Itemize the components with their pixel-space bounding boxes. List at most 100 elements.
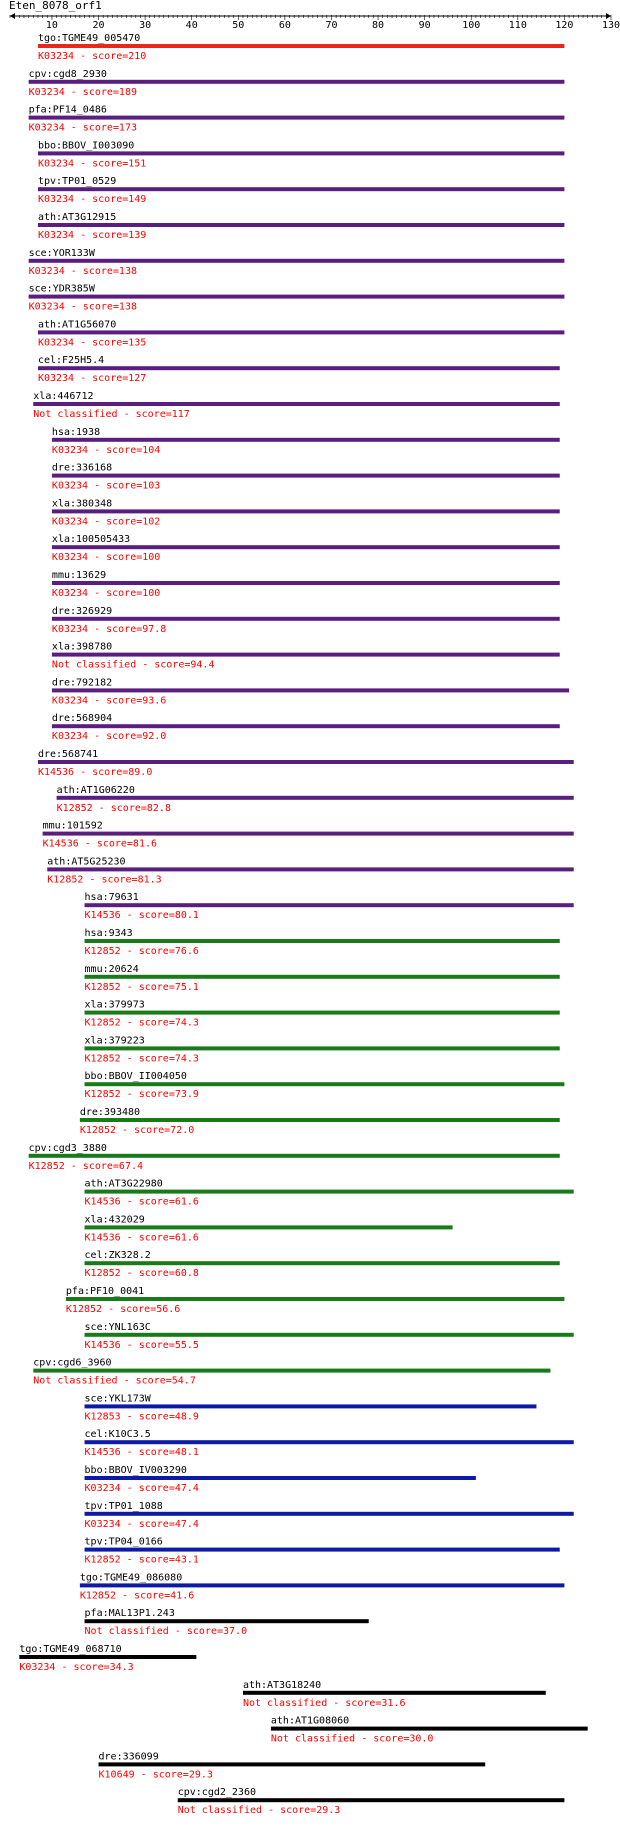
hit-bar[interactable] <box>84 1261 560 1266</box>
hit-bar[interactable] <box>37 151 565 156</box>
hit-row[interactable]: tgo:TGME49_086080 K12852 - score=41.6 <box>79 1572 565 1601</box>
hit-row[interactable]: ath:AT1G56070 K03234 - score=135 <box>37 319 565 348</box>
hit-row[interactable]: hsa:1938 K03234 - score=104 <box>51 427 560 456</box>
hit-bar[interactable] <box>33 1368 551 1373</box>
hit-bar[interactable] <box>37 330 565 335</box>
hit-row[interactable]: sce:YKL173W K12853 - score=48.9 <box>84 1393 537 1422</box>
hit-row[interactable]: cel:K10C3.5 K14536 - score=48.1 <box>84 1429 574 1458</box>
hit-bar[interactable] <box>84 1332 574 1337</box>
hit-row[interactable]: dre:393480 K12852 - score=72.0 <box>79 1107 560 1136</box>
hit-row[interactable]: xla:379973 K12852 - score=74.3 <box>84 1000 560 1029</box>
hit-bar[interactable] <box>84 1619 369 1624</box>
hit-row[interactable]: cpv:cgd3_3880 K12852 - score=67.4 <box>28 1143 560 1172</box>
hit-row[interactable]: cpv:cgd2_2360 Not classified - score=29.3 <box>177 1787 565 1816</box>
hit-row[interactable]: cpv:cgd6_3960 Not classified - score=54.7 <box>33 1358 551 1387</box>
hit-bar[interactable] <box>51 688 570 693</box>
hit-row[interactable]: cpv:cgd8_2930 K03234 - score=189 <box>28 69 565 98</box>
hit-row[interactable]: xla:432029 K14536 - score=61.6 <box>84 1214 453 1243</box>
hit-row[interactable]: sce:YNL163C K14536 - score=55.5 <box>84 1322 574 1351</box>
hit-row[interactable]: ath:AT3G18240 Not classified - score=31.6 <box>242 1680 546 1709</box>
hit-bar[interactable] <box>242 1690 546 1695</box>
hit-bar[interactable] <box>51 581 560 585</box>
hit-row[interactable]: dre:336099 K10649 - score=29.3 <box>98 1751 486 1780</box>
hit-bar[interactable] <box>28 258 565 263</box>
hit-bar[interactable] <box>42 831 574 836</box>
hit-bar[interactable] <box>51 616 560 621</box>
hit-row[interactable]: ath:AT3G12915 K03234 - score=139 <box>37 212 565 241</box>
hit-row[interactable]: bbo:BBOV_IV003290 K03234 - score=47.4 <box>84 1465 476 1494</box>
hit-row[interactable]: ath:AT5G25230 K12852 - score=81.3 <box>47 856 574 885</box>
hit-row[interactable]: dre:568741 K14536 - score=89.0 <box>37 749 574 778</box>
hit-bar[interactable] <box>51 509 560 514</box>
hit-row[interactable]: dre:336168 K03234 - score=103 <box>51 463 560 492</box>
hit-row[interactable]: pfa:PF14_0486 K03234 - score=173 <box>28 105 565 134</box>
hit-row[interactable]: cel:ZK328.2 K12852 - score=60.8 <box>84 1250 560 1279</box>
hit-bar[interactable] <box>84 1082 565 1087</box>
hit-row[interactable]: dre:792182 K03234 - score=93.6 <box>51 677 570 706</box>
hit-row[interactable]: sce:YDR385W K03234 - score=138 <box>28 284 565 313</box>
hit-bar[interactable] <box>19 1655 197 1659</box>
hit-bar[interactable] <box>51 545 560 550</box>
hit-bar[interactable] <box>84 1511 574 1516</box>
hit-bar[interactable] <box>177 1798 565 1803</box>
hit-bar[interactable] <box>28 294 565 299</box>
hit-row[interactable]: xla:446712 Not classified - score=117 <box>33 391 560 420</box>
hit-bar[interactable] <box>56 795 574 800</box>
hit-bar[interactable] <box>84 1440 574 1445</box>
hit-bar[interactable] <box>51 437 560 442</box>
hit-row[interactable]: bbo:BBOV_I003090 K03234 - score=151 <box>37 140 565 169</box>
hit-bar[interactable] <box>84 1189 574 1194</box>
hit-bar[interactable] <box>51 724 560 729</box>
hit-row[interactable]: mmu:101592 K14536 - score=81.6 <box>42 821 574 850</box>
hit-bar[interactable] <box>84 939 560 943</box>
hit-row[interactable]: xla:398780 Not classified - score=94.4 <box>51 642 560 671</box>
hit-bar[interactable] <box>84 1404 537 1409</box>
hit-row[interactable]: mmu:13629 K03234 - score=100 <box>51 570 560 599</box>
hit-bar[interactable] <box>65 1297 565 1301</box>
hit-bar[interactable] <box>33 402 560 406</box>
hit-bar[interactable] <box>47 867 574 872</box>
hit-row[interactable]: tpv:TP01_1088 K03234 - score=47.4 <box>84 1501 574 1530</box>
hit-bar[interactable] <box>79 1583 565 1588</box>
hit-row[interactable]: xla:379223 K12852 - score=74.3 <box>84 1035 560 1064</box>
hit-row[interactable]: xla:100505433 K03234 - score=100 <box>51 534 560 563</box>
hit-bar[interactable] <box>37 187 565 192</box>
hit-bar[interactable] <box>79 1118 560 1122</box>
hit-bar[interactable] <box>98 1762 486 1767</box>
hit-row[interactable]: hsa:9343 K12852 - score=76.6 <box>84 928 560 957</box>
hit-row[interactable]: tpv:TP04_0166 K12852 - score=43.1 <box>84 1537 560 1566</box>
hit-row[interactable]: pfa:PF10_0041 K12852 - score=56.6 <box>65 1286 565 1315</box>
hit-row[interactable]: bbo:BBOV_II004050 K12852 - score=73.9 <box>84 1071 565 1100</box>
hit-bar[interactable] <box>28 115 565 120</box>
hit-bar[interactable] <box>84 1547 560 1552</box>
hit-bar[interactable] <box>28 1153 560 1158</box>
hit-row[interactable]: ath:AT3G22980 K14536 - score=61.6 <box>84 1179 574 1208</box>
hit-bar[interactable] <box>51 473 560 478</box>
hit-row[interactable]: hsa:79631 K14536 - score=80.1 <box>84 892 574 921</box>
hit-row[interactable]: mmu:20624 K12852 - score=75.1 <box>84 964 560 993</box>
hit-row[interactable]: xla:380348 K03234 - score=102 <box>51 498 560 527</box>
hit-bar[interactable] <box>37 366 560 371</box>
hit-bar[interactable] <box>37 223 565 227</box>
hit-bar[interactable] <box>84 1476 476 1480</box>
hit-row[interactable]: sce:YOR133W K03234 - score=138 <box>28 248 565 277</box>
hit-bar[interactable] <box>84 1046 560 1051</box>
hit-bar[interactable] <box>37 760 574 764</box>
hit-row[interactable]: cel:F25H5.4 K03234 - score=127 <box>37 355 560 384</box>
hit-row[interactable]: ath:AT1G06220 K12852 - score=82.8 <box>56 785 574 814</box>
hit-row[interactable]: tgo:TGME49_005470 K03234 - score=210 <box>37 33 565 62</box>
hit-bar[interactable] <box>84 1225 453 1230</box>
hit-row[interactable]: ath:AT1G08060 Not classified - score=30.0 <box>270 1716 588 1745</box>
hit-row[interactable]: dre:326929 K03234 - score=97.8 <box>51 606 560 635</box>
hit-row[interactable]: tgo:TGME49_068710 K03234 - score=34.3 <box>19 1644 197 1673</box>
hit-bar[interactable] <box>84 903 574 908</box>
hit-row[interactable]: tpv:TP01_0529 K03234 - score=149 <box>37 176 565 205</box>
hit-bar[interactable] <box>51 652 560 657</box>
hit-bar[interactable] <box>270 1726 588 1731</box>
hit-bar[interactable] <box>84 1010 560 1015</box>
hit-bar[interactable] <box>28 79 565 84</box>
hit-bar[interactable] <box>37 44 565 48</box>
hit-row[interactable]: pfa:MAL13P1.243 Not classified - score=37… <box>84 1608 369 1637</box>
hit-bar[interactable] <box>84 974 560 979</box>
hit-row[interactable]: dre:568904 K03234 - score=92.0 <box>51 713 560 742</box>
